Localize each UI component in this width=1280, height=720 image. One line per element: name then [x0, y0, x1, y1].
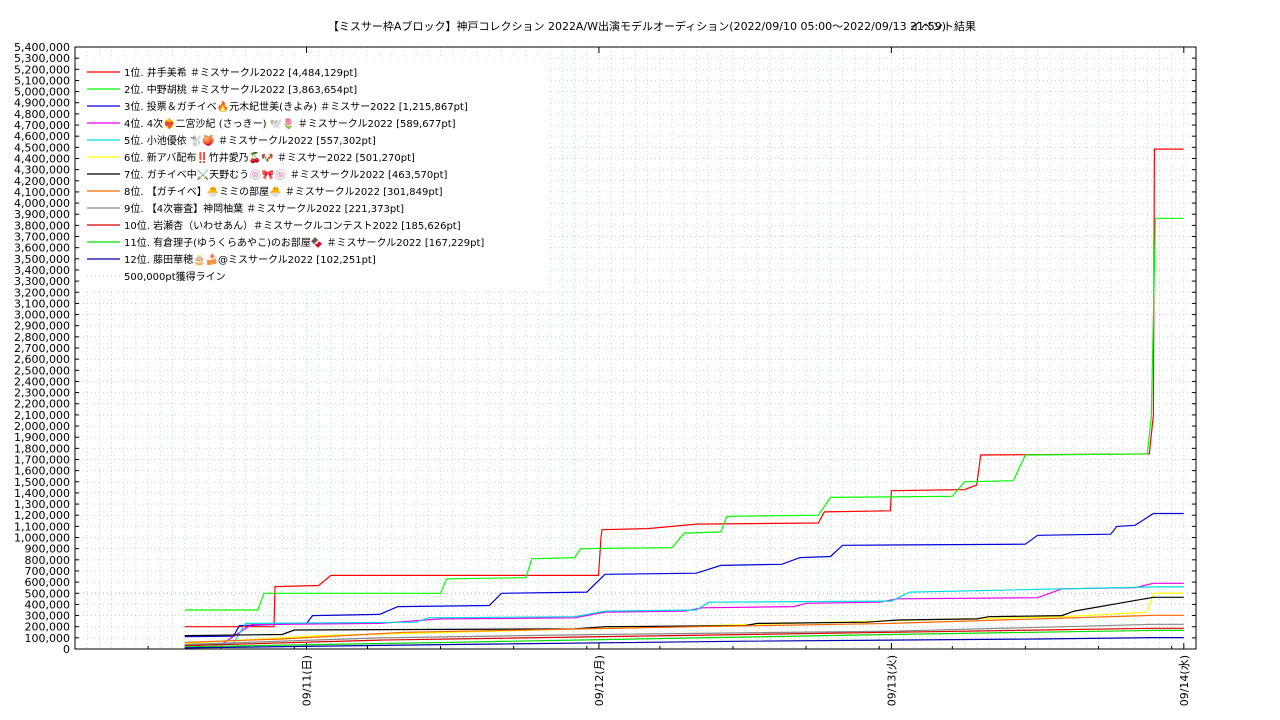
x-tick-label: 09/14(水) [1178, 655, 1191, 706]
y-tick-label: 2,700,000 [14, 342, 70, 355]
y-tick-label: 5,400,000 [14, 41, 70, 54]
y-tick-label: 1,300,000 [14, 498, 70, 511]
y-tick-label: 200,000 [25, 621, 71, 634]
plot-frame [74, 46, 1197, 650]
legend-entry: 1位. 井手美希 ＃ミスサークル2022 [4,484,129pt] [124, 66, 357, 79]
y-tick-label: 4,000,000 [14, 197, 70, 210]
y-tick-label: 2,300,000 [14, 387, 70, 400]
y-tick-label: 2,900,000 [14, 320, 70, 333]
legend-entry: 5位. 小池優依 🐩🍑 ＃ミスサークル2022 [557,302pt] [124, 134, 376, 147]
y-tick-label: 3,000,000 [14, 309, 70, 322]
y-tick-label: 2,100,000 [14, 409, 70, 422]
y-tick-label: 100,000 [25, 632, 71, 645]
y-tick-label: 1,100,000 [14, 520, 70, 533]
series-line-2 [184, 217, 1184, 611]
y-tick-label: 400,000 [25, 598, 71, 611]
y-tick-label: 3,800,000 [14, 219, 70, 232]
series-line-8 [184, 614, 1184, 643]
y-tick-label: 5,300,000 [14, 52, 70, 65]
legend-entry: 4位. 4次❤️‍🔥二宮沙紀 (さっきー) 🕊️🌷 ＃ミスサークル2022 [5… [124, 117, 456, 130]
y-tick-label: 2,500,000 [14, 364, 70, 377]
legend-entry: 11位. 有倉理子(ゆうくらあやこ)のお部屋🍫 ＃ミスサークル2022 [167… [124, 236, 484, 249]
y-tick-label: 600,000 [25, 576, 71, 589]
y-tick-label: 5,000,000 [14, 86, 70, 99]
series-lines [184, 148, 1184, 649]
y-tick-label: 4,800,000 [14, 108, 70, 121]
y-tick-label: 3,100,000 [14, 297, 70, 310]
y-tick-label: 4,400,000 [14, 152, 70, 165]
legend-entry: 6位. 新アバ配布‼️竹井愛乃🍒🐶 ＃ミスサー2022 [501,270pt] [124, 151, 415, 164]
y-tick-label: 1,000,000 [14, 532, 70, 545]
y-tick-label: 2,800,000 [14, 331, 70, 344]
y-tick-label: 1,600,000 [14, 465, 70, 478]
x-tick-label: 09/11(日) [301, 655, 314, 706]
legend-entry: 3位. 投票＆ガチイベ🔥元木紀世美(きよみ) ＃ミスサー2022 [1,215,… [124, 100, 468, 113]
y-tick-label: 800,000 [25, 554, 71, 567]
legend-box [83, 58, 548, 290]
y-tick-label: 3,700,000 [14, 231, 70, 244]
y-tick-label: 5,200,000 [14, 63, 70, 76]
y-tick-label: 3,200,000 [14, 286, 70, 299]
legend-entry: 10位. 岩瀬杏（いわせあん）＃ミスサークルコンテスト2022 [185,626… [124, 219, 461, 232]
y-tick-label: 3,600,000 [14, 242, 70, 255]
chart-title: 【ミスサー枠Aブロック】神戸コレクション 2022A/W出演モデルオーディション… [328, 19, 946, 33]
grid-lines [75, 47, 1196, 649]
x-tick-label: 09/13(火) [885, 655, 898, 706]
y-tick-label: 5,100,000 [14, 74, 70, 87]
x-tick-label: 09/12(月) [593, 655, 606, 706]
y-tick-label: 2,000,000 [14, 420, 70, 433]
series-line-7 [184, 596, 1184, 637]
y-tick-label: 3,400,000 [14, 264, 70, 277]
legend-entry: 500,000pt獲得ライン [124, 270, 226, 283]
y-tick-label: 2,400,000 [14, 375, 70, 388]
y-tick-label: 4,600,000 [14, 130, 70, 143]
y-tick-label: 1,200,000 [14, 509, 70, 522]
y-axis: 0100,000200,000300,000400,000500,000600,… [14, 41, 1196, 656]
legend-entry: 2位. 中野胡桃 ＃ミスサークル2022 [3,863,654pt] [124, 83, 357, 96]
chart-title-right: イベント結果 [910, 19, 976, 33]
y-tick-label: 4,100,000 [14, 186, 70, 199]
y-tick-label: 1,400,000 [14, 487, 70, 500]
y-tick-label: 4,500,000 [14, 141, 70, 154]
series-line-10 [184, 627, 1184, 647]
y-tick-label: 4,200,000 [14, 175, 70, 188]
legend-entry: 9位. 【4次審査】神岡柚葉 ＃ミスサークル2022 [221,373pt] [124, 202, 404, 215]
y-tick-label: 3,300,000 [14, 275, 70, 288]
y-tick-label: 1,800,000 [14, 442, 70, 455]
y-tick-label: 700,000 [25, 565, 71, 578]
y-tick-label: 300,000 [25, 610, 71, 623]
y-tick-label: 1,700,000 [14, 453, 70, 466]
y-tick-label: 3,900,000 [14, 208, 70, 221]
y-tick-label: 4,300,000 [14, 164, 70, 177]
y-tick-label: 3,500,000 [14, 253, 70, 266]
y-tick-label: 2,600,000 [14, 353, 70, 366]
series-line-5 [184, 586, 1184, 646]
series-line-12 [184, 637, 1184, 649]
series-line-9 [184, 623, 1184, 646]
series-line-11 [184, 629, 1184, 648]
y-tick-label: 4,900,000 [14, 97, 70, 110]
y-tick-label: 1,900,000 [14, 431, 70, 444]
y-tick-label: 4,700,000 [14, 119, 70, 132]
y-tick-label: 1,500,000 [14, 476, 70, 489]
legend-entry: 8位. 【ガチイベ】🐣ミミの部屋🐣 ＃ミスサークル2022 [301,849pt… [124, 185, 443, 198]
legend-entry: 7位. ガチイベ中⚔️天野むう🍥🎀🍥 ＃ミスサークル2022 [463,570p… [124, 168, 448, 181]
legend-entry: 12位. 藤田華穂🎂🍰@ミスサークル2022 [102,251pt] [124, 253, 376, 266]
series-line-3 [184, 512, 1184, 638]
y-tick-label: 2,200,000 [14, 398, 70, 411]
y-tick-label: 0 [63, 643, 70, 656]
legend: 1位. 井手美希 ＃ミスサークル2022 [4,484,129pt] 2位. 中野… [83, 58, 548, 290]
y-tick-label: 900,000 [25, 543, 71, 556]
y-tick-label: 500,000 [25, 587, 71, 600]
